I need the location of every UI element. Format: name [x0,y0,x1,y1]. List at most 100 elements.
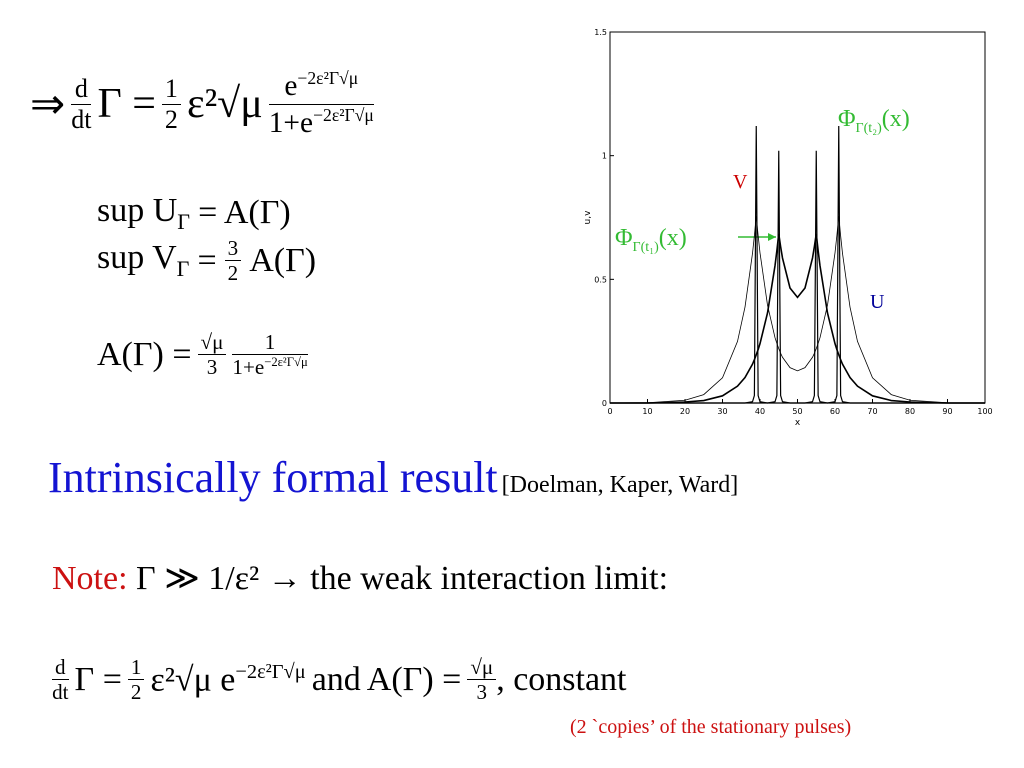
denominator: 2 [227,261,239,286]
term: , constant [496,660,627,698]
line-series [610,233,985,404]
annotation-arg: (x) [882,106,910,132]
numerator: 1 [161,74,181,105]
note-text: Γ ≫ 1/ε² → the weak interaction limit: [136,560,669,597]
fraction: e−2ε²Γ√μ 1+e−2ε²Γ√μ [268,68,374,141]
annotation-main: Φ [838,106,856,132]
term: = [197,241,217,279]
arrow: ⇒ [30,82,66,129]
x-tick-label: 40 [755,407,765,416]
numerator: √μ [467,655,497,681]
annotation: U [870,291,885,313]
term: sup U [97,192,178,229]
fraction: √μ 3 [467,655,497,705]
term: sup VΓ [97,239,189,282]
annotation-arg: (x) [659,225,687,251]
fraction: √μ 3 [197,330,227,380]
line-series [610,125,985,404]
denominator: dt [71,104,92,134]
note: Note: Γ ≫ 1/ε² → the weak interaction li… [52,558,668,598]
y-tick-label: 1 [602,152,607,161]
numerator: d [71,74,92,105]
fraction: d dt [52,655,69,704]
x-tick-label: 100 [977,407,992,416]
x-tick-label: 80 [905,407,915,416]
x-tick-label: 50 [792,407,802,416]
x-tick-label: 10 [642,407,652,416]
numerator: e−2ε²Γ√μ [268,68,374,105]
numerator: 3 [224,236,242,262]
term: sup UΓ [97,192,190,235]
annotation-main: Φ [615,225,633,251]
headline-text: Intrinsically formal result [48,453,498,502]
subscript: Γ [176,256,190,282]
line-series [609,215,986,404]
term: and [311,660,361,698]
x-tick-label: 0 [607,407,612,416]
annotation-sub: Γ(t₁) [633,240,660,255]
exponent: −2ε²Γ√μ [297,68,359,88]
term: sup V [97,239,177,277]
denominator: 2 [164,104,178,134]
x-tick-label: 60 [830,407,840,416]
y-axis-label: u,v [583,210,593,225]
term: ε²√μ [186,81,263,128]
term: e [284,69,298,102]
term: A(Γ) = [97,335,192,373]
term: = A(Γ) [198,194,291,232]
subscript: Γ [177,208,191,234]
exponent: −2ε²Γ√μ [313,104,374,125]
term: ε²√μ e [150,660,236,698]
denominator: dt [52,680,69,705]
x-tick-label: 70 [867,407,877,416]
x-tick-label: 20 [680,407,690,416]
citation: [Doelman, Kaper, Ward] [501,472,739,498]
annotation-sub: Γ(t₂) [856,121,883,136]
term: 1+e [268,106,314,139]
denominator: 1+e−2ε²Γ√μ [269,105,374,141]
y-tick-label: 0 [602,399,607,408]
denominator: 3 [206,355,218,380]
footnote: (2 `copies’ of the stationary pulses) [570,716,852,738]
annotation: ΦΓ(t₁)(x) [615,225,687,255]
chart: 0 10 20 30 40 50 60 70 80 90 10000.511.5xu,vVUΦΓ(t… [583,28,993,428]
y-tick-label: 1.5 [594,28,607,37]
plot-frame [609,31,986,404]
denominator: 3 [476,680,488,705]
term: A(Γ) = [366,660,462,698]
x-axis-label: x [795,418,801,428]
note-label: Note: [52,560,128,597]
fraction: 1 1+e−2ε²Γ√μ [232,330,308,379]
a-equation: A(Γ) = √μ 3 1 1+e−2ε²Γ√μ [97,330,308,379]
line-series [610,150,985,404]
arrow-head [768,233,776,241]
numerator: 1 [127,655,145,681]
term: Γ = [74,660,122,698]
headline: Intrinsically formal result [Doelman, Ka… [48,452,738,503]
denominator: 2 [130,680,142,705]
numerator: √μ [197,330,227,356]
x-tick-label: 90 [942,407,952,416]
annotation: ΦΓ(t₂)(x) [838,106,910,136]
numerator: 1 [232,330,308,356]
annotation: V [733,171,748,193]
term: A(Γ) [249,241,317,279]
x-tick-label: 30 [717,407,727,416]
term: Γ = [97,81,156,128]
sup-u: sup UΓ = A(Γ) [97,192,291,235]
y-tick-label: 0.5 [594,275,607,284]
exponent: −2ε²Γ√μ [235,660,306,683]
exponent: −2ε²Γ√μ [264,355,308,370]
fraction: d dt [71,74,92,135]
term: ε²√μ e−2ε²Γ√μ [150,661,305,699]
term: 1+e [232,355,265,380]
numerator: d [52,655,69,681]
denominator: 1+e−2ε²Γ√μ [232,355,307,379]
